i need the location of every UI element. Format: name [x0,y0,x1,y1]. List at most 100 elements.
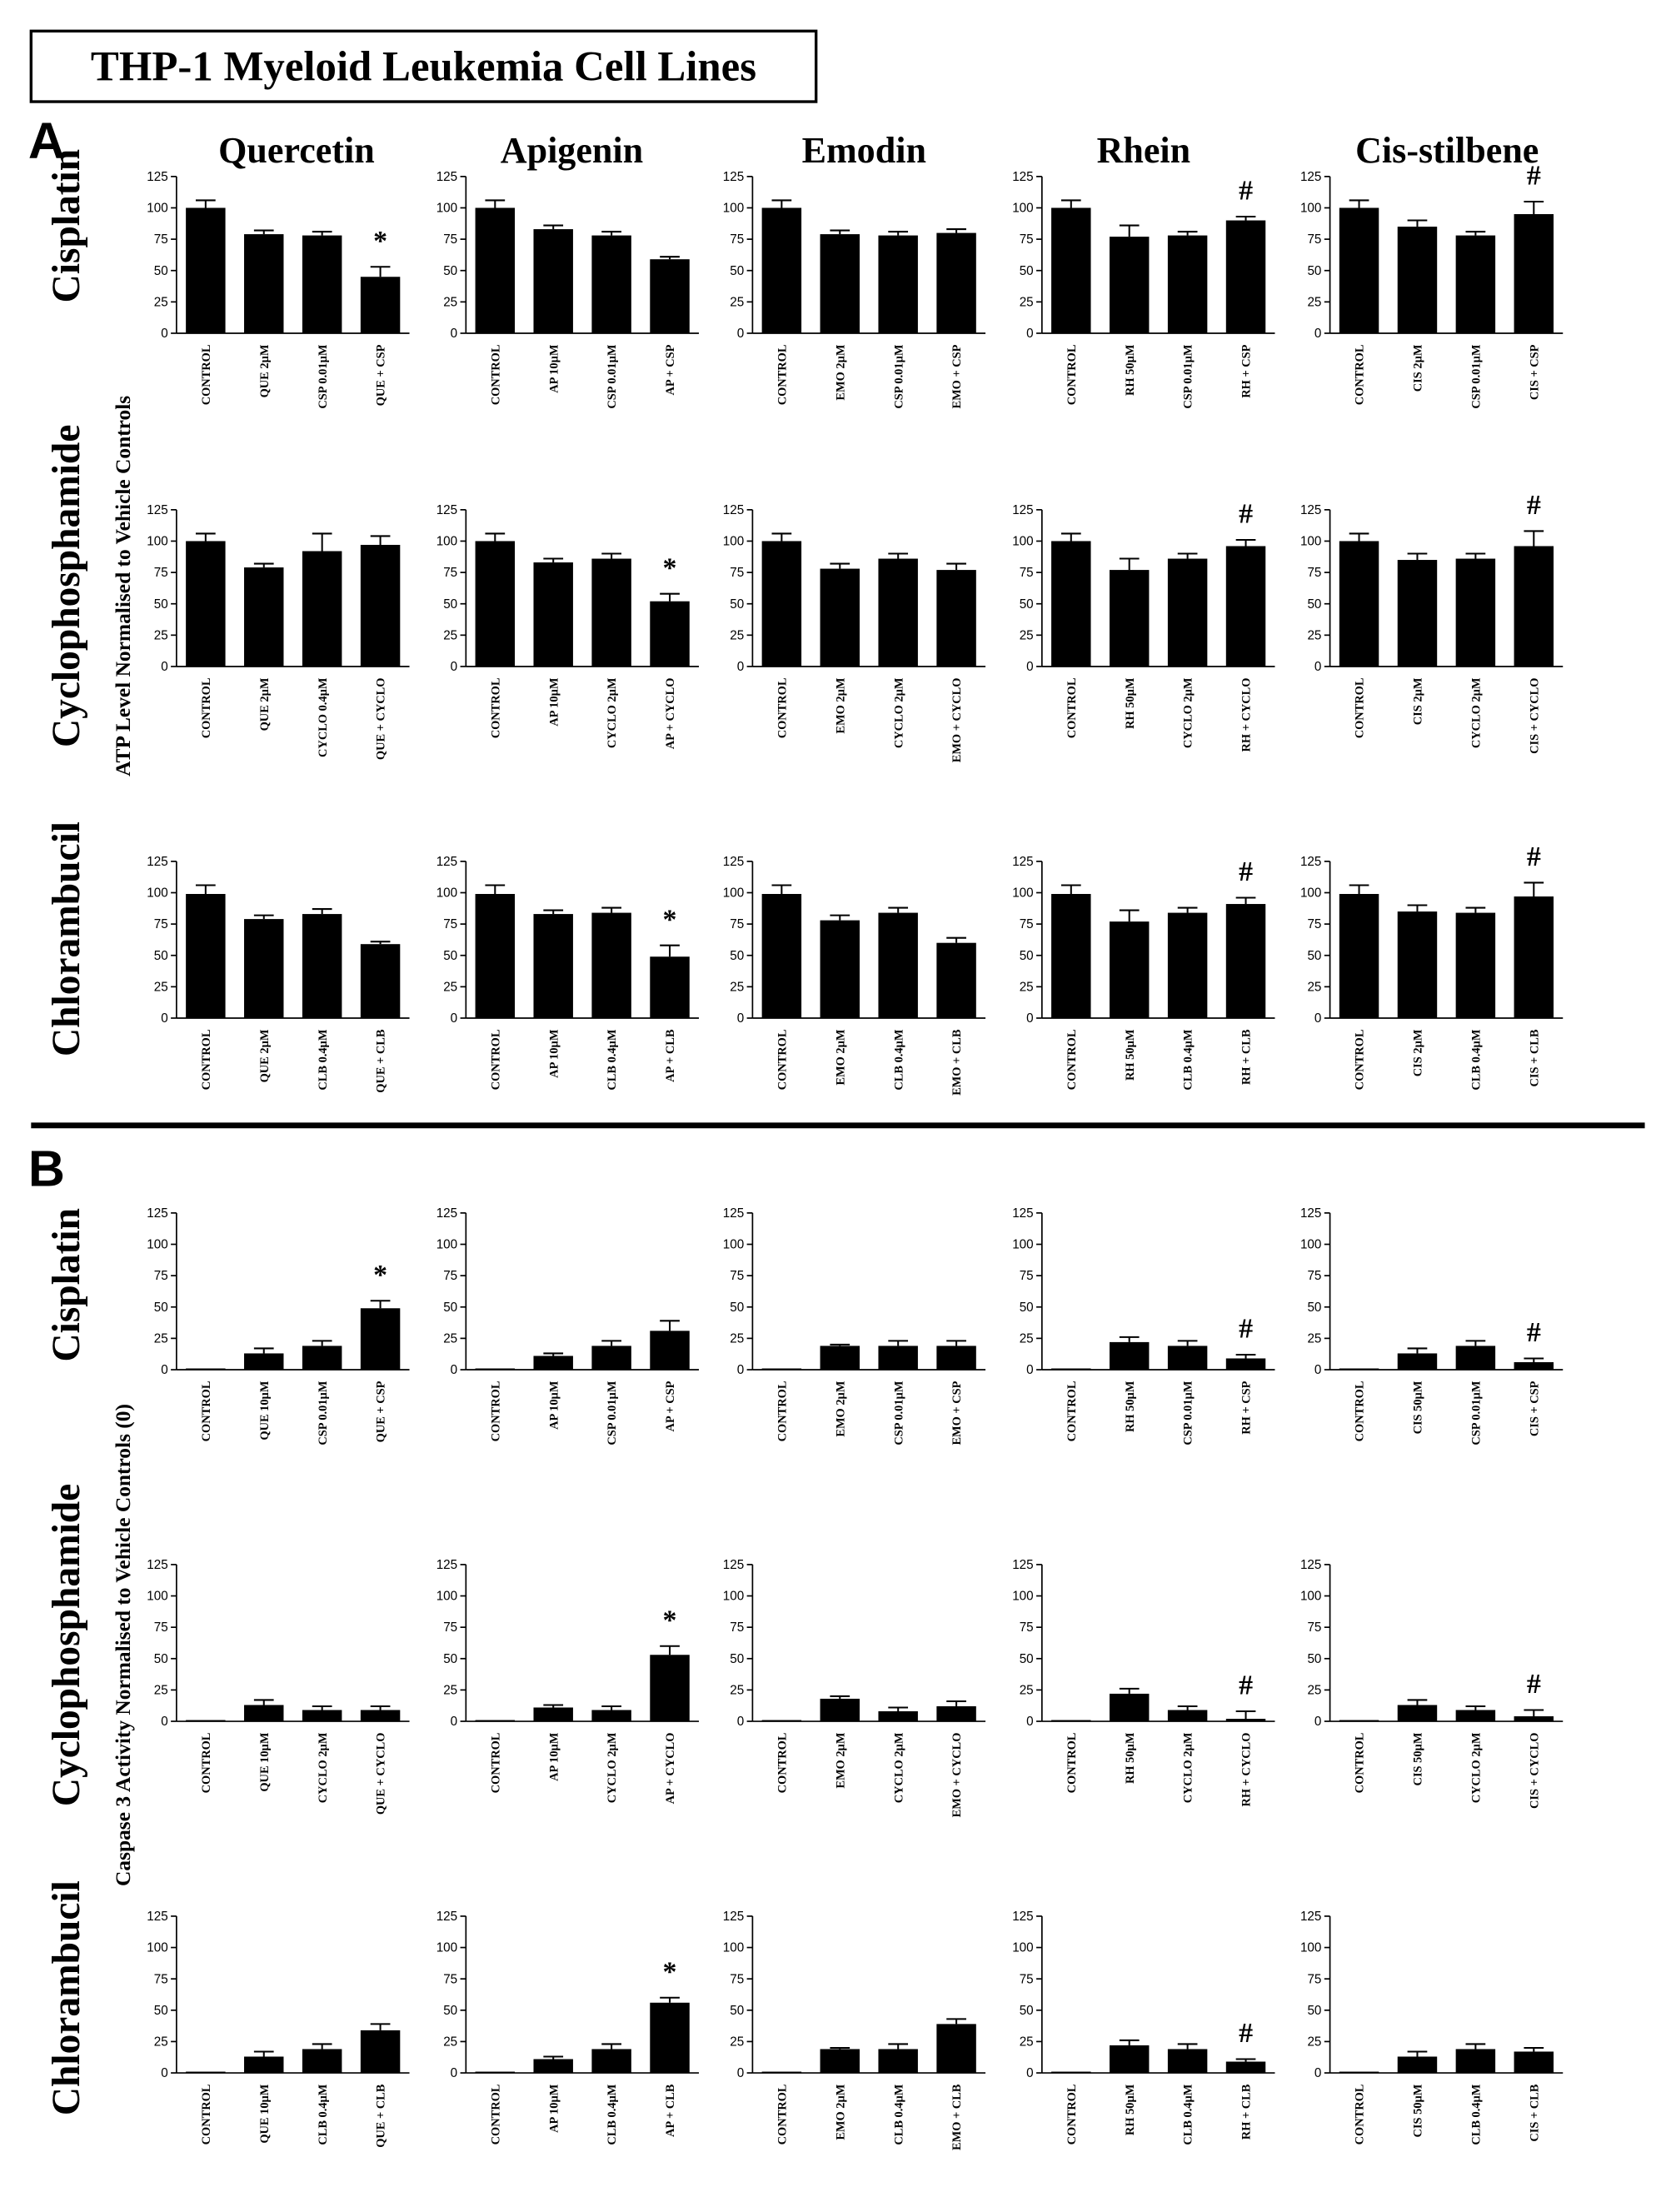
bar [244,919,284,1018]
bar [244,1353,284,1371]
bar [1397,911,1438,1018]
bar [475,207,516,333]
y-tick-label: 125 [723,503,744,517]
bar [244,567,284,667]
annotation: * [373,1260,387,1291]
x-tick-label: QUE + CLB [375,2084,388,2148]
bar [1455,2049,1496,2074]
annotation: * [663,1605,677,1635]
x-tick-label: EMO + CYCLO [950,1733,964,1818]
x-tick-label: CONTROL [489,1733,502,1794]
x-tick-label: EMO + CLB [950,1029,964,1096]
x-tick-label: QUE 2µM [258,1029,272,1082]
x-tick-label: RH 50µM [1124,2084,1137,2135]
y-tick-label: 75 [443,1269,457,1283]
x-tick-label: CONTROL [776,1381,789,1442]
bar [1225,546,1266,667]
y-tick-label: 50 [443,1652,457,1666]
x-tick-label: CONTROL [776,1733,789,1794]
y-tick-label: 50 [1307,1301,1321,1315]
bar [1109,2045,1150,2074]
y-tick-label: 25 [1307,295,1321,309]
x-tick-label: CYCLO 2µM [1182,677,1195,748]
x-tick-label: QUE 2µM [258,677,272,731]
y-tick-label: 75 [1020,232,1034,247]
y-tick-label: 75 [154,917,168,931]
y-tick-label: 0 [451,1011,457,1026]
y-tick-label: 75 [730,1620,744,1635]
x-tick-label: CONTROL [1065,345,1079,406]
annotation: * [373,226,387,257]
y-tick-label: 125 [1012,170,1033,184]
y-tick-label: 125 [147,855,167,869]
bar [475,893,516,1018]
y-tick-label: 25 [1307,1331,1321,1346]
annotation: * [663,552,677,583]
x-tick-label: CYCLO 2µM [317,1732,330,1803]
bar [1225,1358,1266,1371]
y-tick-label: 100 [723,1238,744,1252]
x-tick-label: CYCLO 2µM [892,1732,905,1803]
bar [1397,1353,1438,1371]
y-tick-label: 125 [147,1910,167,1924]
bar [186,1720,226,1722]
bar [1167,2049,1208,2074]
bar [1514,214,1554,333]
x-tick-label: AP 10µM [547,1732,561,1781]
x-tick-label: RH + CLB [1240,1029,1254,1085]
bar [1051,1720,1091,1722]
bar [1397,1705,1438,1722]
y-tick-label: 100 [1300,1590,1321,1604]
y-tick-label: 75 [1307,1972,1321,1986]
bar [360,1710,401,1722]
y-tick-label: 0 [1314,327,1321,341]
y-tick-label: 125 [1012,1910,1033,1924]
x-tick-label: CSP 0.01µM [1182,344,1195,408]
title-box [29,29,818,103]
x-tick-label: CONTROL [1354,345,1367,406]
y-tick-label: 100 [1300,1941,1321,1955]
x-tick-label: QUE + CSP [375,1381,388,1442]
x-tick-label: RH 50µM [1124,1732,1137,1784]
y-tick-label: 0 [1314,1715,1321,1729]
y-tick-label: 125 [1300,855,1321,869]
y-tick-label: 75 [1020,1972,1034,1986]
bar [878,235,918,333]
y-tick-label: 0 [451,660,457,674]
bar [761,1368,802,1371]
y-tick-label: 25 [730,1683,744,1697]
bar [186,893,226,1018]
x-tick-label: EMO + CSP [950,344,964,408]
y-tick-label: 100 [436,1941,457,1955]
x-tick-label: CONTROL [1354,1733,1367,1794]
bar [186,1368,226,1371]
y-tick-label: 50 [730,1652,744,1666]
bar [820,920,860,1018]
x-tick-label: CONTROL [489,1381,502,1442]
panel-label: B [28,1141,65,1197]
y-tick-label: 50 [730,949,744,963]
y-tick-label: 75 [730,917,744,931]
y-tick-label: 125 [436,855,457,869]
bar [1109,1693,1150,1722]
y-tick-label: 25 [154,980,168,994]
y-tick-label: 125 [436,503,457,517]
bar [302,551,342,667]
bar [650,2002,690,2074]
bar [1339,1720,1379,1722]
bar [1051,2071,1091,2074]
y-tick-label: 75 [1020,1269,1034,1283]
y-tick-label: 50 [154,1301,168,1315]
x-tick-label: CSP 0.01µM [892,1381,905,1445]
x-tick-label: QUE + CLB [375,1029,388,1093]
y-tick-label: 0 [737,327,744,341]
x-tick-label: CYCLO 2µM [606,1732,619,1803]
bar [591,235,631,333]
x-tick-label: CSP 0.01µM [606,1381,619,1445]
bar [1397,2056,1438,2074]
y-tick-label: 75 [1307,566,1321,580]
bar [591,1346,631,1371]
x-tick-label: AP 10µM [547,1381,561,1430]
y-tick-label: 100 [147,535,167,549]
